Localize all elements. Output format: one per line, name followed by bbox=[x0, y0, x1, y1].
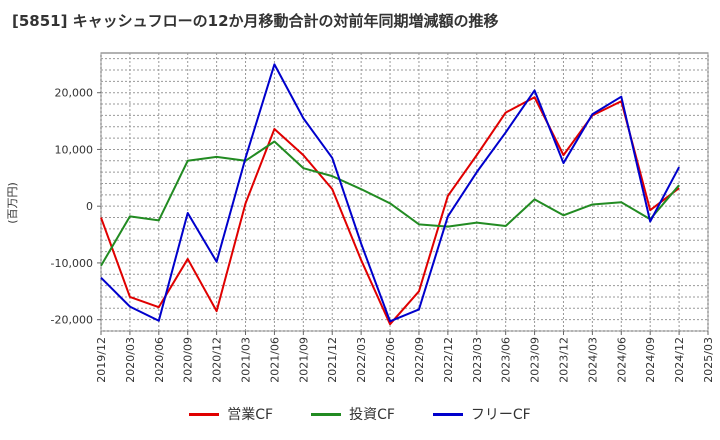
x-tick-label: 2022/06 bbox=[384, 337, 397, 383]
x-tick-label: 2022/09 bbox=[413, 337, 426, 383]
x-tick-label: 2021/09 bbox=[297, 337, 310, 383]
legend-item-investing-cf: 投資CF bbox=[311, 404, 395, 424]
y-tick-label: -10,000 bbox=[51, 257, 93, 270]
x-tick-label: 2022/12 bbox=[442, 337, 455, 383]
legend: 営業CF 投資CF フリーCF bbox=[0, 402, 720, 426]
grid-lines bbox=[100, 53, 709, 332]
x-tick-label: 2020/03 bbox=[124, 337, 137, 383]
y-axis-label: (百万円) bbox=[6, 182, 19, 224]
y-tick-label: -20,000 bbox=[51, 314, 93, 327]
x-tick-label: 2023/12 bbox=[557, 337, 570, 383]
x-tick-label: 2020/09 bbox=[182, 337, 195, 383]
y-tick-label: 20,000 bbox=[55, 87, 94, 100]
y-axis: -20,000 -10,000 0 10,000 20,000 bbox=[51, 87, 101, 327]
y-tick-label: 10,000 bbox=[55, 143, 94, 156]
x-tick-label: 2024/06 bbox=[615, 337, 628, 383]
series-line-free-cf bbox=[100, 63, 680, 323]
x-tick-label: 2020/12 bbox=[211, 337, 224, 383]
legend-swatch bbox=[189, 412, 220, 416]
x-tick-label: 2020/06 bbox=[153, 337, 166, 383]
legend-item-operating-cf: 営業CF bbox=[189, 404, 273, 424]
x-tick-label: 2023/09 bbox=[529, 337, 542, 383]
x-tick-label: 2021/12 bbox=[326, 337, 339, 383]
x-tick-label: 2024/12 bbox=[673, 337, 686, 383]
x-tick-label: 2019/12 bbox=[95, 337, 108, 383]
x-tick-label: 2024/03 bbox=[586, 337, 599, 383]
x-axis: 2019/12 2020/03 2020/06 2020/09 2020/12 2021/… bbox=[95, 331, 715, 383]
plot-area bbox=[100, 52, 709, 332]
legend-label: 投資CF bbox=[349, 407, 395, 423]
x-tick-label: 2021/06 bbox=[268, 337, 281, 383]
x-tick-label: 2024/09 bbox=[644, 337, 657, 383]
series-line-investing-cf bbox=[100, 140, 680, 267]
legend-swatch bbox=[311, 412, 342, 416]
y-tick-label: 0 bbox=[86, 200, 93, 213]
legend-item-free-cf: フリーCF bbox=[432, 404, 531, 424]
x-tick-label: 2022/03 bbox=[355, 337, 368, 383]
x-tick-label: 2021/03 bbox=[240, 337, 253, 383]
chart-title: [5851] キャッシュフローの12か月移動合計の対前年同期増減額の推移 bbox=[12, 12, 499, 30]
x-tick-label: 2023/03 bbox=[471, 337, 484, 383]
legend-label: 営業CF bbox=[227, 407, 274, 423]
legend-swatch bbox=[432, 412, 463, 416]
x-tick-label: 2025/03 bbox=[702, 337, 715, 383]
legend-label: フリーCF bbox=[470, 407, 531, 423]
x-tick-label: 2023/06 bbox=[500, 337, 513, 383]
series-lines bbox=[100, 63, 680, 326]
